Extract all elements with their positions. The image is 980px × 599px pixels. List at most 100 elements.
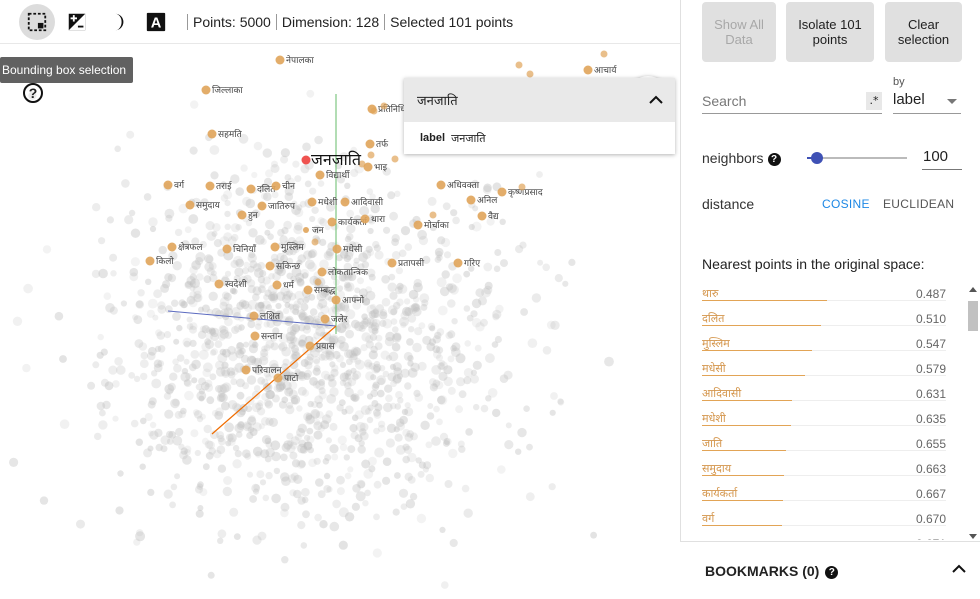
nearest-point-distance: 0.670 xyxy=(915,512,946,526)
point-label: दलित xyxy=(257,183,276,195)
selected-point xyxy=(331,295,341,305)
point-label: किलो xyxy=(156,255,174,267)
help-icon[interactable]: ? xyxy=(825,566,839,579)
nearest-point-label[interactable]: दलित xyxy=(702,312,725,325)
nearest-point-label[interactable]: मधेसी xyxy=(702,362,726,375)
nearest-point-label[interactable]: जाति xyxy=(702,437,723,450)
selected-point xyxy=(358,160,366,168)
distance-euclidean-option[interactable]: EUCLIDEAN xyxy=(883,197,955,211)
nearest-point-distance: 0.663 xyxy=(915,462,946,476)
divider xyxy=(187,14,188,30)
nearest-point-row[interactable]: थारु 0.487 xyxy=(702,283,946,308)
selected-point xyxy=(583,65,593,75)
row-divider xyxy=(702,500,946,501)
similarity-bar xyxy=(702,425,791,426)
focused-point-label: जनजाति xyxy=(311,150,362,169)
text-label-icon: A xyxy=(146,12,166,32)
svg-text:A: A xyxy=(151,16,162,32)
edit-label-button[interactable] xyxy=(59,4,95,40)
divider xyxy=(384,14,386,30)
point-label: परिवालन xyxy=(252,364,283,376)
point-label: सकिन्छ xyxy=(276,260,301,272)
nearest-point-label[interactable]: थारु xyxy=(702,287,719,300)
neighbors-slider-handle[interactable] xyxy=(811,152,823,164)
nearest-point-row[interactable]: मुस्लिम 0.547 xyxy=(702,333,946,358)
selected-point xyxy=(315,170,325,180)
help-icon[interactable]: ? xyxy=(767,153,781,166)
chevron-up-icon[interactable] xyxy=(649,95,663,105)
nearest-point-row[interactable]: कार्यकर्ता 0.667 xyxy=(702,483,946,508)
selected-point xyxy=(391,155,399,163)
bookmarks-text: BOOKMARKS (0) xyxy=(705,563,820,579)
nearest-point-label[interactable]: कार्यकर्ता xyxy=(702,487,738,500)
neighbors-input[interactable]: 100 xyxy=(922,146,962,170)
search-by-value: label xyxy=(893,91,925,108)
tool-tooltip: Bounding box selection xyxy=(0,57,133,83)
bookmarks-panel[interactable]: BOOKMARKS (0)? xyxy=(680,541,980,599)
scroll-down-icon[interactable] xyxy=(969,534,977,539)
point-label: प्रतापसी xyxy=(398,257,425,269)
selected-point xyxy=(317,267,327,277)
nearest-point-distance: 0.487 xyxy=(915,287,946,301)
nearest-point-label[interactable]: समुदाय xyxy=(702,462,732,475)
nearest-point-row[interactable]: मधेसी 0.579 xyxy=(702,358,946,383)
point-label: सहमति xyxy=(218,128,243,140)
point-label: जातिरुप xyxy=(268,200,296,212)
nearest-point-row[interactable]: मधेशी 0.635 xyxy=(702,408,946,433)
point-label: मोर्चाका xyxy=(424,219,450,231)
selected-point xyxy=(167,242,177,252)
projection-canvas[interactable]: नेपालकाआचार्यजिल्लाकाप्रतिनिधितर्फसहमतिव… xyxy=(0,44,680,599)
nearest-point-row[interactable]: वर्ग 0.670 xyxy=(702,508,946,533)
point-label: लक्षित xyxy=(260,310,281,322)
point-label: वर्ग xyxy=(174,179,185,191)
point-label: विद्यार्थी xyxy=(326,169,350,181)
point-label: तर्फ xyxy=(376,138,389,150)
nearest-list-scrollbar[interactable] xyxy=(967,285,979,541)
help-icon[interactable]: ? xyxy=(23,83,43,103)
label-toggle-button[interactable]: A xyxy=(138,4,174,40)
isolate-points-button[interactable]: Isolate 101 points xyxy=(786,2,874,62)
nearest-point-row[interactable]: समुदाय 0.663 xyxy=(702,458,946,483)
points-count: Points: 5000 xyxy=(193,14,271,30)
nearest-point-row[interactable]: 0.671 xyxy=(702,533,946,540)
point-label: मधेशी xyxy=(318,196,338,208)
row-divider xyxy=(702,475,946,476)
selected-point xyxy=(367,151,375,159)
point-label: लोकतान्त्रिक xyxy=(328,266,369,278)
nearest-point-label[interactable]: मधेशी xyxy=(702,412,726,425)
selected-point xyxy=(370,107,378,115)
point-info-card: जनजाति label जनजाति xyxy=(404,78,675,154)
night-mode-button[interactable] xyxy=(99,4,135,40)
bounding-box-icon xyxy=(27,12,47,32)
point-info-header[interactable]: जनजाति xyxy=(404,78,675,122)
point-cloud xyxy=(9,89,614,589)
nearest-point-label[interactable]: मुस्लिम xyxy=(702,337,730,350)
selected-point xyxy=(515,61,523,69)
selected-count: Selected 101 points xyxy=(390,14,514,30)
point-label: थारा xyxy=(371,215,386,225)
selected-point xyxy=(163,180,173,190)
point-label: क्षेत्रफल xyxy=(178,241,203,253)
selected-point xyxy=(311,238,319,246)
scroll-up-icon[interactable] xyxy=(969,287,977,292)
distance-cosine-option[interactable]: COSINE xyxy=(822,197,870,211)
clear-selection-button[interactable]: Clear selection xyxy=(885,2,962,62)
scatter-plot[interactable]: नेपालका आचार्य जिल्लाका प्रतिनिधि तर्फ सहमति व… xyxy=(0,44,680,599)
search-input[interactable]: Search xyxy=(702,93,747,109)
row-divider xyxy=(702,375,946,376)
search-by-select[interactable]: label xyxy=(893,88,961,114)
chevron-up-icon[interactable] xyxy=(952,564,966,574)
nearest-point-label[interactable]: वर्ग xyxy=(702,512,715,525)
search-field[interactable]: Search .* xyxy=(702,88,882,114)
scroll-thumb[interactable] xyxy=(968,301,978,331)
nearest-point-row[interactable]: आदिवासी 0.631 xyxy=(702,383,946,408)
selected-point xyxy=(272,280,282,290)
nearest-point-row[interactable]: जाति 0.655 xyxy=(702,433,946,458)
selected-point xyxy=(600,50,608,58)
nearest-point-row[interactable]: दलित 0.510 xyxy=(702,308,946,333)
nearest-point-label[interactable]: आदिवासी xyxy=(702,387,742,400)
regex-toggle[interactable]: .* xyxy=(866,92,882,110)
bounding-box-selection-button[interactable] xyxy=(19,4,55,40)
show-all-data-button[interactable]: Show All Data xyxy=(702,2,776,62)
